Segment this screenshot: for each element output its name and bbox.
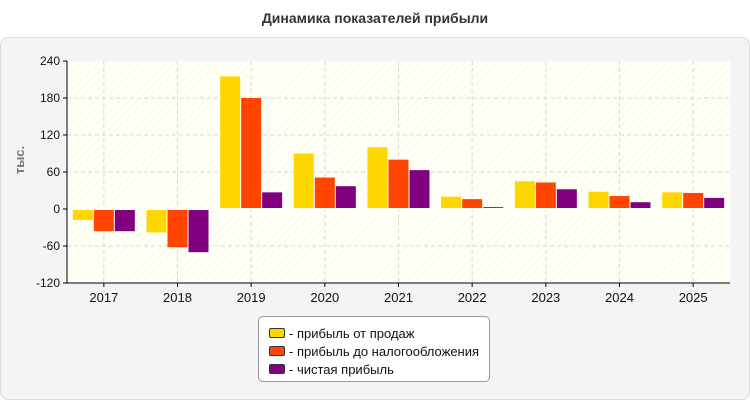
y-tick-label: 240 xyxy=(40,54,60,68)
bar xyxy=(146,209,167,233)
legend-swatch xyxy=(269,328,285,338)
bar xyxy=(535,182,556,209)
x-tick-label: 2018 xyxy=(163,290,192,305)
y-tick-label: -120 xyxy=(36,276,60,290)
bar xyxy=(167,209,188,248)
x-tick-label: 2024 xyxy=(605,290,634,305)
y-axis-label: тыс. xyxy=(12,146,27,174)
y-tick-label: 60 xyxy=(47,165,61,179)
bar xyxy=(388,159,409,209)
legend-label: - чистая прибыль xyxy=(289,361,394,377)
bar xyxy=(630,202,651,209)
x-tick-label: 2023 xyxy=(531,290,560,305)
chart-title: Динамика показателей прибыли xyxy=(261,10,489,26)
bar xyxy=(293,153,314,209)
bar xyxy=(514,181,535,209)
x-tick-label: 2017 xyxy=(89,290,118,305)
bar xyxy=(335,186,356,209)
bar xyxy=(220,76,241,210)
bar xyxy=(556,189,577,209)
bar xyxy=(367,147,388,209)
bar xyxy=(241,98,262,209)
legend-swatch xyxy=(269,364,285,374)
bar xyxy=(409,170,430,209)
x-tick-label: 2021 xyxy=(384,290,413,305)
legend: - прибыль от продаж - прибыль до налогоо… xyxy=(258,316,490,382)
bar xyxy=(462,199,483,209)
legend-label: - прибыль от продаж xyxy=(289,325,415,341)
bar xyxy=(188,209,209,253)
legend-label: - прибыль до налогообложения xyxy=(289,343,480,359)
bar xyxy=(609,196,630,209)
y-tick-label: -60 xyxy=(43,239,61,253)
x-tick-label: 2020 xyxy=(310,290,339,305)
y-tick-label: 0 xyxy=(53,202,60,216)
bar xyxy=(93,209,114,232)
bar xyxy=(683,192,704,209)
x-tick-label: 2022 xyxy=(458,290,487,305)
bar xyxy=(314,177,335,209)
legend-swatch xyxy=(269,346,285,356)
bar xyxy=(662,192,683,209)
bars xyxy=(72,76,725,253)
legend-item: - прибыль до налогообложения xyxy=(269,342,489,360)
y-tick-label: 180 xyxy=(40,91,60,105)
bar xyxy=(441,196,462,209)
x-tick-label: 2019 xyxy=(237,290,266,305)
bar xyxy=(262,192,283,209)
x-tick-labels: 2017 2018 2019 2020 2021 2022 2023 2024 2025 xyxy=(89,283,708,305)
y-tick-labels: -120 -60 0 60 120 180 240 xyxy=(36,54,67,290)
bar xyxy=(588,191,609,209)
legend-item: - чистая прибыль xyxy=(269,360,489,378)
bar xyxy=(72,209,93,221)
x-tick-label: 2025 xyxy=(679,290,708,305)
legend-item: - прибыль от продаж xyxy=(269,324,489,342)
bar xyxy=(704,197,725,209)
y-tick-label: 120 xyxy=(40,128,60,142)
bar xyxy=(114,209,135,232)
